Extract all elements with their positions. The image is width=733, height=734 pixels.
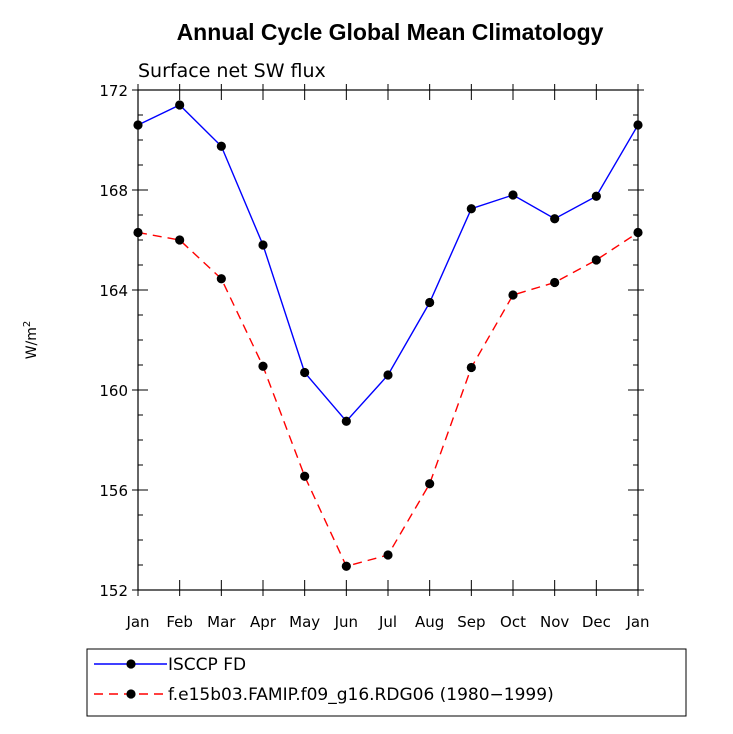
chart-subtitle: Surface net SW flux: [138, 60, 326, 82]
axis-ticks: [132, 84, 644, 596]
x-tick-label: Sep: [457, 613, 485, 631]
series-1-point: [175, 100, 185, 110]
series-1-point: [466, 204, 476, 214]
series-2-point: [550, 277, 560, 288]
x-tick-label: Aug: [415, 613, 444, 631]
x-tick-label: Jun: [334, 613, 358, 631]
series-1-point: [508, 190, 518, 200]
y-tick-label: 152: [99, 582, 128, 600]
series-layer: [133, 100, 643, 571]
series-2-point: [175, 235, 185, 245]
x-tick-label: Oct: [500, 613, 526, 631]
x-tick-label: Dec: [582, 613, 611, 631]
series-1-point: [300, 367, 310, 378]
series-1-point: [341, 416, 351, 426]
legend-marker-1: [126, 659, 136, 669]
chart-title: Annual Cycle Global Mean Climatology: [177, 19, 604, 45]
series-2-point: [591, 255, 601, 265]
plot-frame: [137, 89, 639, 591]
series-2-point: [216, 274, 226, 284]
series-2-point: [425, 479, 435, 489]
series-1-point: [550, 214, 560, 224]
series-2-point: [300, 471, 310, 481]
series-2-point: [466, 362, 476, 373]
y-tick-label: 164: [99, 282, 128, 300]
series-2-point: [508, 290, 518, 300]
x-tick-label: Feb: [166, 613, 193, 631]
y-tick-label: 156: [99, 482, 128, 500]
x-tick-label: Nov: [540, 613, 569, 631]
y-tick-label: 168: [99, 182, 128, 200]
legend-items: ISCCP FD f.e15b03.FAMIP.f09_g16.RDG06 (19…: [94, 655, 554, 705]
x-tick-label: Jul: [378, 613, 397, 631]
legend: ISCCP FD f.e15b03.FAMIP.f09_g16.RDG06 (19…: [86, 648, 687, 717]
y-axis-label-base: W/m: [24, 327, 40, 359]
series-line-2: [137, 231, 639, 568]
series-1-point: [216, 141, 226, 151]
x-tick-label: Mar: [207, 613, 236, 631]
y-tick-label: 172: [99, 82, 128, 100]
y-axis-label: W/m2: [22, 321, 40, 360]
series-1-point: [258, 240, 268, 250]
y-axis-label-superscript: 2: [22, 321, 33, 327]
x-tick-label: Jan: [125, 613, 149, 631]
series-1-point: [591, 191, 601, 201]
series-1-point: [425, 297, 435, 308]
legend-label-1: ISCCP FD: [168, 655, 246, 675]
legend-label-2: f.e15b03.FAMIP.f09_g16.RDG06 (1980−1999): [168, 685, 554, 705]
legend-marker-2: [126, 689, 136, 699]
x-tick-label: Apr: [250, 613, 277, 631]
legend-box: [86, 648, 687, 717]
y-tick-label: 160: [99, 382, 128, 400]
tick-labels: 152 156 160 164 168 172 Jan Feb Mar Apr May Jun Jul A…: [99, 82, 649, 631]
series-1-point: [383, 370, 393, 380]
series-2-point: [341, 561, 351, 571]
x-tick-label: May: [289, 613, 320, 631]
series-2-point: [258, 361, 268, 371]
series-2-point: [383, 550, 393, 560]
x-tick-label: Jan: [625, 613, 649, 631]
